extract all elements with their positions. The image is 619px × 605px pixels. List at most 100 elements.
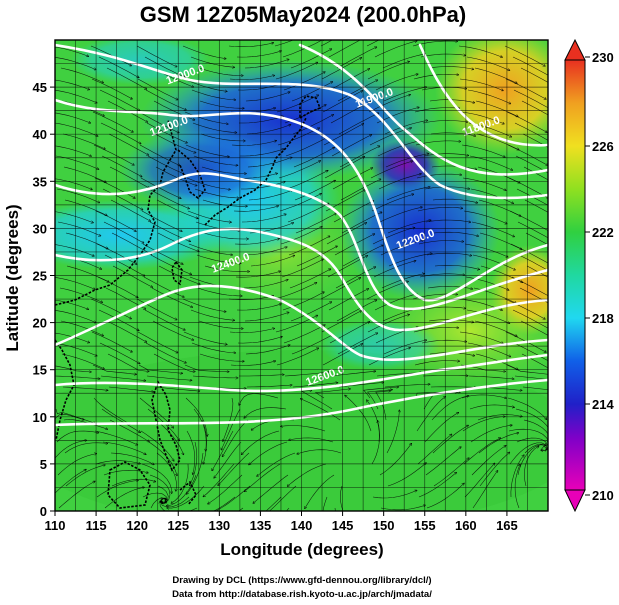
streamline: [222, 419, 249, 457]
streamline: [366, 40, 380, 47]
streamline: [245, 92, 290, 102]
streamline: [92, 364, 137, 374]
y-tick-label: 30: [33, 221, 47, 236]
streamline: [517, 221, 548, 239]
streamline: [155, 166, 197, 186]
streamline: [413, 327, 459, 333]
x-tick-label: 145: [332, 518, 354, 533]
streamline: [64, 443, 108, 454]
streamline: [431, 396, 469, 421]
streamline: [242, 247, 287, 256]
streamline: [504, 298, 545, 319]
streamline: [383, 340, 427, 355]
streamline: [385, 154, 429, 168]
streamline: [277, 128, 320, 146]
streamline: [464, 243, 508, 257]
colorbar-min-extend-triangle: [564, 489, 586, 513]
streamline: [504, 45, 545, 66]
streamline: [99, 89, 140, 111]
streamline: [97, 276, 138, 298]
streamline: [229, 328, 275, 333]
x-axis-ticks: 110 115 120 125 130 135 140 145 150 155 160 165: [45, 511, 518, 533]
streamline: [289, 269, 331, 289]
colorbar-tick-label: 214: [592, 397, 614, 412]
streamline: [336, 300, 377, 322]
colorbar-ticks: 210 214 218 222 226 230: [585, 50, 614, 503]
streamline: [513, 89, 548, 108]
streamline: [461, 144, 505, 157]
streamline: [90, 298, 131, 319]
streamline: [413, 74, 459, 80]
streamline: [63, 419, 108, 429]
streamline: [62, 386, 108, 390]
streamline: [194, 188, 239, 198]
streamline: [426, 483, 464, 509]
streamline: [519, 287, 548, 304]
streamline: [244, 59, 289, 69]
colorbar-tick-label: 230: [592, 50, 614, 65]
streamline: [331, 135, 372, 157]
streamline: [471, 446, 506, 476]
streamline: [107, 353, 149, 372]
streamline: [239, 116, 283, 124]
colorbar-tick-label: 210: [592, 488, 614, 503]
streamline: [92, 111, 133, 132]
shade-cyan-north: [70, 40, 210, 85]
streamline: [295, 213, 336, 234]
streamline: [257, 452, 296, 476]
streamline: [55, 440, 87, 459]
streamline: [417, 434, 452, 465]
streamline: [464, 463, 495, 498]
streamline: [56, 430, 99, 443]
streamline: [246, 125, 291, 135]
streamline: [467, 89, 511, 104]
streamline: [477, 414, 522, 421]
streamline: [184, 364, 229, 372]
streamline: [340, 179, 381, 201]
streamline: [275, 62, 318, 80]
streamline: [55, 277, 95, 289]
streamline: [236, 304, 281, 311]
contour-12000: [55, 43, 548, 200]
streamline: [507, 397, 547, 420]
streamline: [203, 232, 248, 239]
streamline: [371, 194, 414, 212]
streamline: [430, 387, 476, 388]
streamline: [372, 228, 415, 245]
streamline: [460, 111, 504, 124]
streamline: [296, 246, 337, 267]
streamline: [201, 166, 246, 174]
streamline: [324, 157, 365, 179]
streamline: [320, 278, 361, 300]
streamline: [182, 45, 226, 59]
streamline: [430, 132, 476, 136]
streamline: [330, 371, 376, 377]
colorbar-tick-label: 226: [592, 139, 614, 154]
streamline: [282, 40, 324, 58]
streamline: [241, 214, 286, 223]
streamline: [338, 113, 379, 135]
streamline: [292, 383, 338, 388]
streamline: [55, 46, 89, 56]
streamline: [246, 385, 292, 388]
streamline: [286, 170, 328, 190]
streamline: [190, 309, 235, 320]
streamline: [427, 286, 473, 289]
streamline: [218, 452, 250, 486]
streamline: [416, 174, 462, 179]
streamline: [265, 496, 282, 511]
streamline: [104, 254, 145, 276]
y-tick-label: 0: [40, 504, 47, 519]
streamline: [368, 348, 410, 366]
streamline: [111, 478, 156, 487]
streamline: [285, 138, 327, 157]
streamline: [386, 187, 430, 201]
streamline: [474, 67, 517, 83]
x-tick-label: 125: [167, 518, 189, 533]
streamline: [421, 339, 467, 344]
streamline: [185, 397, 207, 436]
streamline: [514, 375, 548, 380]
streamline: [208, 474, 243, 504]
streamline: [55, 469, 86, 494]
